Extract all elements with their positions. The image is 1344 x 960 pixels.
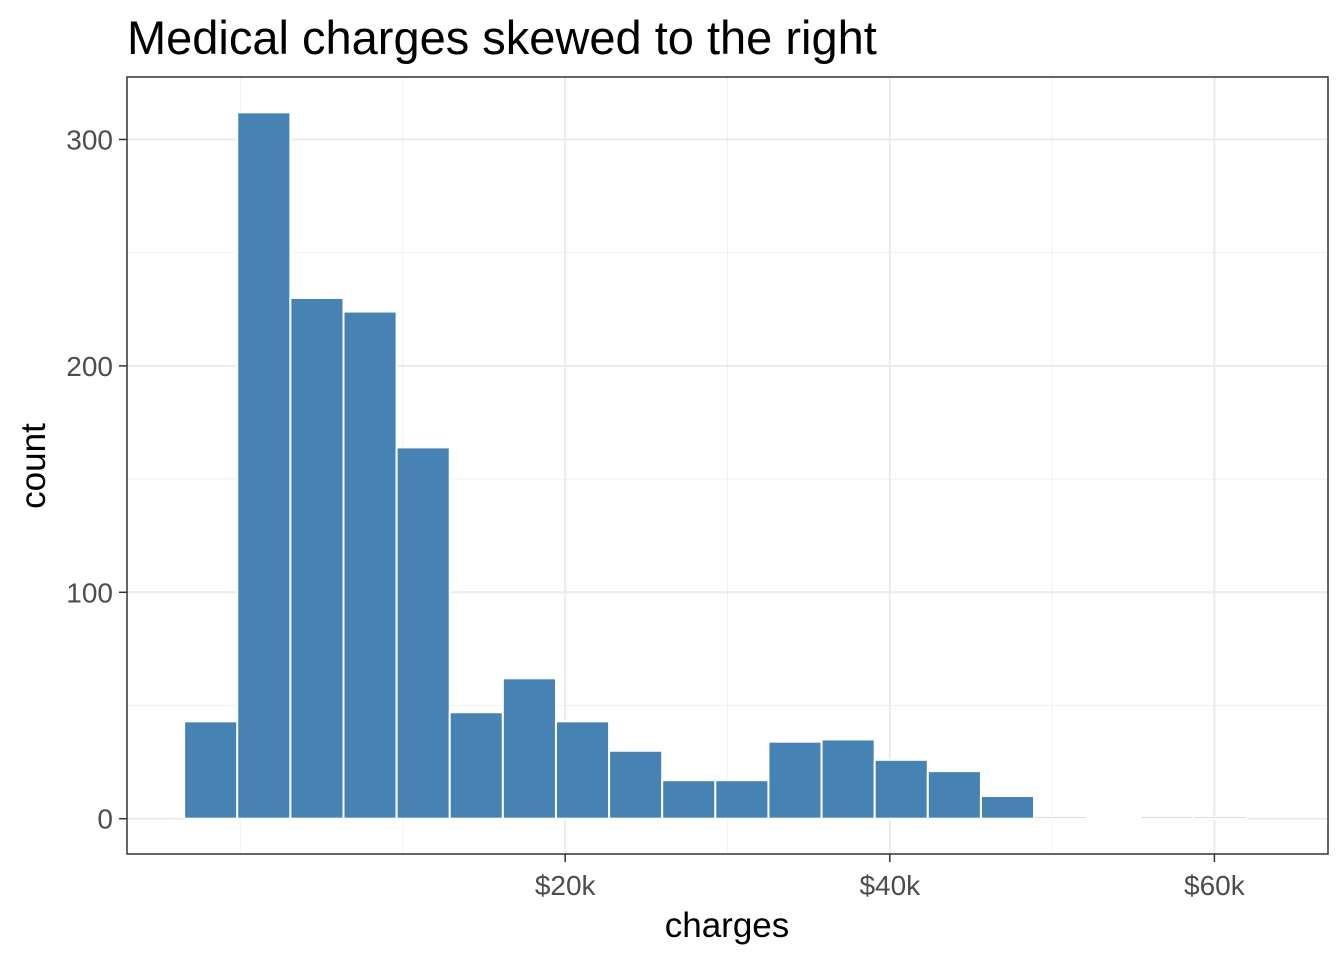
histogram-bar	[767, 740, 823, 820]
y-axis-title: count	[14, 423, 53, 509]
histogram-bar	[820, 738, 876, 820]
x-tick-label: $40k	[859, 870, 921, 901]
histogram-bar	[395, 446, 451, 820]
chart-title: Medical charges skewed to the right	[127, 11, 877, 64]
histogram-bar	[1033, 815, 1089, 820]
histogram-bar	[289, 296, 345, 820]
histogram-bar	[342, 310, 398, 820]
x-axis-ticks: $20k $40k $60k	[535, 854, 1246, 901]
histogram-bar	[236, 111, 292, 820]
histogram-bar	[873, 758, 929, 820]
histogram-bar	[1192, 815, 1248, 820]
histogram-bar	[501, 677, 557, 820]
x-tick-label: $20k	[535, 870, 597, 901]
histogram-bar	[554, 720, 611, 820]
histogram-bar	[1139, 815, 1195, 820]
y-tick-label: 0	[97, 804, 113, 835]
histogram-bar	[1086, 817, 1142, 821]
histogram-bar	[714, 779, 770, 820]
x-tick-label: $60k	[1184, 870, 1246, 901]
y-tick-label: 300	[66, 124, 113, 155]
histogram-bar	[979, 795, 1036, 820]
y-axis-ticks: 0 100 200 300	[66, 124, 127, 835]
x-axis-title: charges	[665, 906, 790, 945]
histogram-bars	[183, 111, 1248, 821]
histogram-bar	[608, 749, 664, 820]
plot-panel-border	[126, 76, 1329, 855]
histogram-bar	[183, 720, 239, 820]
histogram-bar	[661, 779, 717, 820]
y-tick-label: 200	[66, 351, 113, 382]
histogram-bar	[926, 770, 982, 820]
y-tick-label: 100	[66, 577, 113, 608]
histogram-bar	[448, 711, 504, 820]
